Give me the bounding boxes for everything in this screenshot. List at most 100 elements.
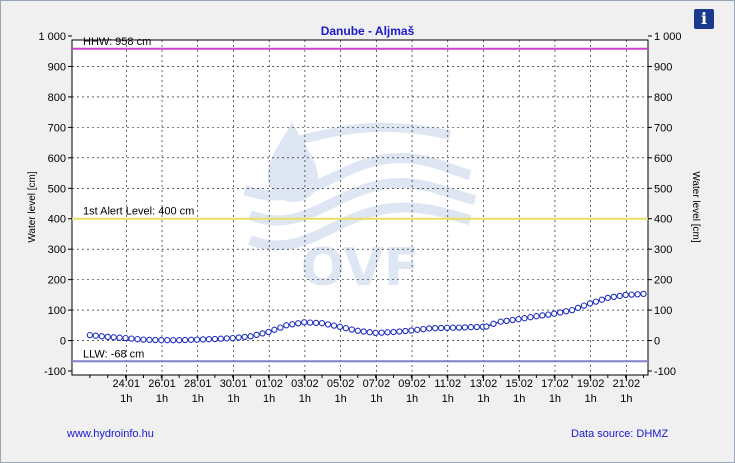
- data-point: [158, 337, 165, 344]
- y-tick-label-left: 100: [48, 305, 66, 317]
- data-point: [521, 315, 528, 322]
- y-axis-label-left: Water level [cm]: [27, 171, 38, 243]
- data-point: [432, 325, 439, 332]
- data-point: [140, 336, 147, 343]
- data-point: [128, 335, 135, 342]
- chart-title: Danube - Aljmaš: [320, 24, 415, 38]
- data-point: [551, 310, 558, 317]
- watermark-text: OVF: [301, 238, 420, 298]
- data-point: [116, 334, 123, 341]
- y-tick-label-left: 600: [48, 153, 66, 165]
- reference-line-label: HHW: 958 cm: [83, 36, 151, 48]
- x-tick-label-date: 17.02: [541, 378, 569, 390]
- data-point: [622, 291, 629, 299]
- x-tick-label-hour: 1h: [299, 393, 311, 405]
- data-point: [598, 296, 606, 303]
- y-tick-label-right: 700: [654, 122, 672, 134]
- data-point: [295, 320, 302, 327]
- data-point: [449, 324, 457, 331]
- data-point: [211, 335, 219, 343]
- y-tick-label-right: 400: [654, 214, 672, 226]
- data-point: [348, 326, 355, 333]
- website-link[interactable]: www.hydroinfo.hu: [67, 428, 154, 440]
- data-point: [253, 331, 260, 339]
- x-tick-label-date: 26.01: [148, 378, 176, 390]
- y-tick-label-right: 900: [654, 61, 672, 73]
- data-point: [568, 306, 576, 314]
- y-tick-label-left: 700: [48, 122, 66, 134]
- data-point: [152, 336, 159, 344]
- data-point: [378, 329, 385, 336]
- x-tick-label-hour: 1h: [549, 393, 561, 405]
- data-point: [557, 309, 564, 316]
- y-tick-label-right: 800: [654, 92, 672, 104]
- data-source-label: Data source: DHMZ: [571, 428, 669, 440]
- y-tick-label-right: 1 000: [654, 31, 682, 43]
- x-tick-label-date: 07.02: [363, 378, 391, 390]
- y-tick-label-right: -100: [654, 366, 676, 378]
- x-tick-label-hour: 1h: [477, 393, 489, 405]
- y-tick-label-right: 100: [654, 305, 672, 317]
- x-tick-label-hour: 1h: [227, 393, 239, 405]
- data-point: [390, 328, 397, 336]
- data-point: [181, 336, 189, 344]
- data-point: [306, 319, 314, 326]
- data-point: [580, 302, 588, 309]
- info-icon[interactable]: i: [694, 9, 714, 29]
- y-tick-label-right: 600: [654, 153, 672, 165]
- data-point: [545, 311, 552, 318]
- data-point: [483, 323, 490, 330]
- x-tick-label-hour: 1h: [513, 393, 525, 405]
- data-point: [146, 336, 153, 343]
- data-point: [503, 317, 510, 325]
- grid: [72, 40, 648, 375]
- data-point: [533, 313, 540, 320]
- data-point: [193, 336, 201, 343]
- data-point: [247, 333, 254, 340]
- data-point: [490, 320, 497, 327]
- y-tick-label-left: 200: [48, 275, 66, 287]
- data-point: [336, 323, 344, 330]
- x-tick-label-hour: 1h: [120, 393, 132, 405]
- x-tick-label-date: 03.02: [291, 378, 319, 390]
- x-tick-label-hour: 1h: [263, 393, 275, 405]
- data-point: [122, 334, 129, 342]
- data-point: [205, 336, 213, 343]
- data-point: [342, 325, 350, 332]
- data-point: [467, 324, 475, 331]
- x-tick-label-date: 09.02: [398, 378, 426, 390]
- data-point: [515, 316, 522, 323]
- data-point: [187, 336, 195, 343]
- x-tick-label-date: 01.02: [255, 378, 283, 390]
- data-point: [86, 331, 94, 339]
- data-point: [527, 314, 534, 321]
- data-point: [170, 337, 177, 344]
- data-point: [461, 324, 469, 331]
- data-point: [199, 336, 207, 343]
- x-tick-label-hour: 1h: [442, 393, 454, 405]
- data-point: [235, 334, 242, 341]
- x-tick-label-date: 28.01: [184, 378, 212, 390]
- y-tick-label-left: 1 000: [38, 31, 66, 43]
- data-point: [539, 312, 546, 319]
- x-tick-label-hour: 1h: [156, 393, 168, 405]
- y-tick-label-left: 0: [60, 336, 66, 348]
- data-point: [592, 298, 600, 305]
- data-point: [610, 293, 617, 301]
- data-point: [384, 329, 391, 336]
- data-point: [241, 333, 248, 341]
- x-tick-label-hour: 1h: [406, 393, 418, 405]
- data-point: [426, 325, 433, 332]
- data-point: [640, 290, 647, 298]
- x-tick-label-date: 13.02: [470, 378, 498, 390]
- data-point: [616, 292, 623, 300]
- data-point: [312, 319, 320, 327]
- y-tick-label-left: 500: [48, 183, 66, 195]
- y-tick-label-left: 300: [48, 244, 66, 256]
- data-point: [318, 320, 326, 327]
- y-tick-label-right: 300: [654, 244, 672, 256]
- data-point: [259, 330, 266, 337]
- x-tick-label-date: 24.01: [113, 378, 141, 390]
- data-point: [414, 326, 421, 333]
- data-point: [104, 333, 111, 341]
